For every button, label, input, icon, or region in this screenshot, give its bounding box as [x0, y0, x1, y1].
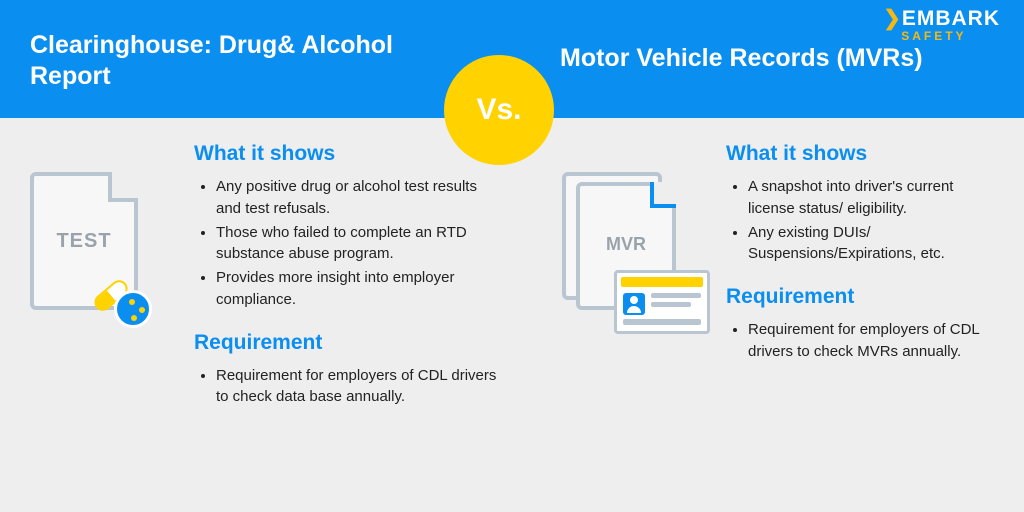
vs-badge: Vs.	[444, 55, 554, 165]
left-req-list: Requirement for employers of CDL drivers…	[194, 365, 502, 409]
list-item: Provides more insight into employer comp…	[216, 267, 502, 311]
content-row: TEST What it shows Any positive drug or …	[0, 118, 1024, 512]
right-req-list: Requirement for employers of CDL drivers…	[726, 319, 1004, 363]
list-item: Any existing DUIs/ Suspensions/Expiratio…	[748, 222, 1004, 266]
right-text-area: What it shows A snapshot into driver's c…	[722, 142, 1004, 512]
right-icon-area: MVR	[562, 142, 722, 512]
logo-bottom-line: SAFETY	[901, 29, 1000, 43]
mvr-document-icon: MVR	[562, 172, 702, 332]
left-column: TEST What it shows Any positive drug or …	[0, 142, 512, 512]
list-item: Requirement for employers of CDL drivers…	[216, 365, 502, 409]
right-shows-list: A snapshot into driver's current license…	[726, 176, 1004, 265]
left-req-heading: Requirement	[194, 331, 502, 355]
right-column: MVR What it shows A snapshot into driver…	[512, 142, 1024, 512]
test-document-icon: TEST	[30, 172, 150, 322]
right-req-heading: Requirement	[726, 285, 1004, 309]
list-item: Any positive drug or alcohol test result…	[216, 176, 502, 220]
vs-label: Vs.	[476, 93, 521, 127]
right-shows-heading: What it shows	[726, 142, 1004, 166]
left-shows-list: Any positive drug or alcohol test result…	[194, 176, 502, 311]
list-item: Those who failed to complete an RTD subs…	[216, 222, 502, 266]
left-title: Clearinghouse: Drug& Alcohol Report	[30, 30, 410, 93]
brand-logo: ❯EMBARK SAFETY	[883, 8, 1000, 43]
left-icon-area: TEST	[30, 142, 190, 512]
tablet-icon	[114, 290, 152, 328]
mvr-doc-label: MVR	[580, 234, 672, 255]
license-card-icon	[614, 270, 710, 334]
test-doc-label: TEST	[34, 230, 134, 253]
logo-brand-name: EMBARK	[902, 7, 1000, 30]
right-title: Motor Vehicle Records (MVRs)	[560, 44, 923, 73]
list-item: Requirement for employers of CDL drivers…	[748, 319, 1004, 363]
list-item: A snapshot into driver's current license…	[748, 176, 1004, 220]
logo-top-line: ❯EMBARK	[883, 8, 1000, 29]
left-shows-heading: What it shows	[194, 142, 502, 166]
left-text-area: What it shows Any positive drug or alcoh…	[190, 142, 502, 512]
